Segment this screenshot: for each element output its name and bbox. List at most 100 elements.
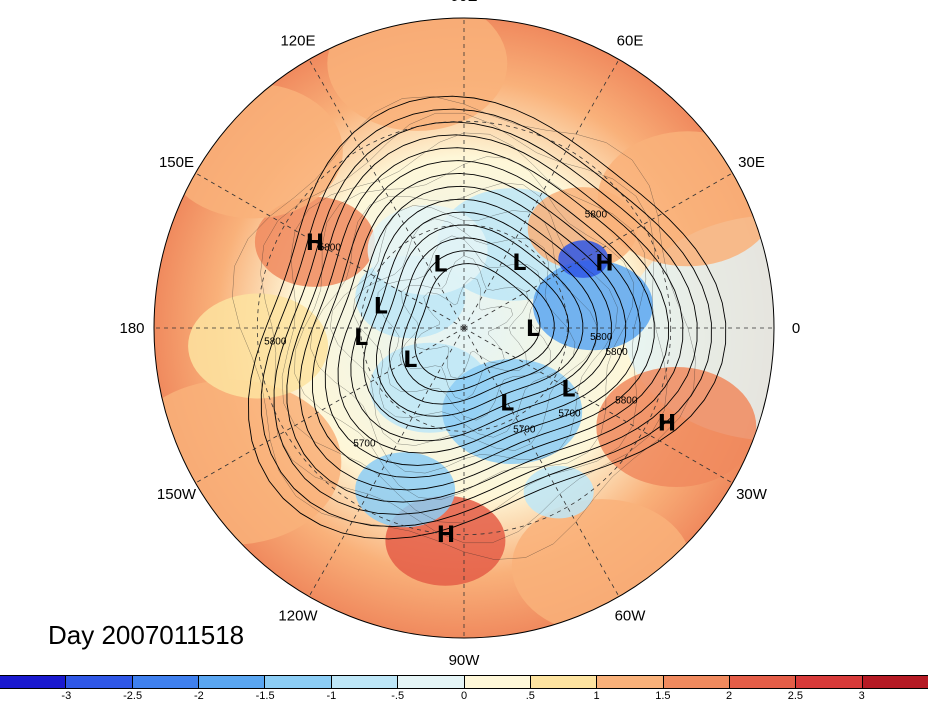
colorbar-tick-label: 2.5	[787, 690, 804, 702]
longitude-label: 60E	[617, 33, 644, 50]
contour-line	[337, 185, 627, 454]
longitude-label: 120E	[280, 33, 315, 50]
anomaly-blob	[162, 83, 343, 219]
longitude-label: 0	[792, 320, 800, 337]
colorbar-swatch	[398, 676, 465, 688]
colorbar-swatch	[862, 676, 928, 688]
meridian-line	[463, 327, 620, 597]
meridian-line	[463, 59, 620, 329]
contour-line	[350, 198, 612, 442]
colorbar-tick-label: 2	[726, 690, 733, 702]
contour-line	[273, 121, 698, 515]
contour-value-label: 5700	[558, 409, 581, 420]
date-title: Day 2007011518	[48, 620, 245, 650]
anomaly-blob	[254, 196, 375, 287]
latitude-circle	[360, 224, 568, 432]
contour-value-label: 5800	[590, 332, 613, 343]
colorbar-swatch	[199, 676, 266, 688]
contour-value-label: 5800	[319, 243, 342, 254]
coastline	[377, 235, 551, 421]
colorbar-tick-label: .5	[525, 690, 535, 702]
colorbar-swatch	[265, 676, 332, 688]
coastline	[260, 112, 668, 544]
colorbar-swatch	[0, 676, 67, 688]
low-pressure-label: L	[526, 317, 540, 342]
longitude-label: 90E	[451, 0, 478, 5]
low-pressure-label: L	[561, 377, 575, 402]
low-pressure-label: L	[374, 295, 388, 320]
contour-line	[388, 237, 569, 405]
contour-line	[248, 95, 727, 540]
longitude-label: 150W	[157, 486, 197, 503]
contour-line	[260, 108, 712, 528]
contour-line	[363, 211, 598, 430]
colorbar-swatch	[729, 676, 797, 688]
longitude-label: 120W	[278, 608, 318, 625]
contour-value-label: 5800	[605, 347, 628, 358]
colorbar-tick-label: -1	[326, 690, 337, 702]
longitude-label: 30E	[738, 154, 765, 171]
contour-value-label: 5800	[615, 396, 638, 407]
colorbar-tick-label: 1.5	[655, 690, 671, 702]
contour-line	[401, 250, 555, 393]
high-pressure-label: H	[306, 231, 324, 256]
colorbar-tick-label: -1.5	[255, 690, 275, 702]
colorbar	[0, 675, 928, 689]
coastline	[329, 205, 599, 451]
high-pressure-label: H	[437, 523, 455, 548]
anomaly-field	[154, 18, 774, 638]
height-contours	[248, 95, 727, 540]
meridian-line	[308, 59, 465, 329]
high-pressure-label: H	[595, 252, 613, 277]
map-boundary	[153, 17, 775, 639]
coastline	[294, 156, 634, 500]
low-pressure-label: L	[354, 326, 368, 351]
coastline	[232, 96, 696, 560]
contour-line	[299, 147, 669, 491]
polar-map: 5800 5800 5800 5800 5700 5700 5800 5800 5700 H H H…	[119, 0, 800, 669]
contour-line	[376, 224, 584, 417]
anomaly-blob	[596, 367, 757, 487]
latitude-circle	[256, 120, 672, 536]
low-pressure-label: L	[433, 252, 447, 277]
anomaly-blob	[188, 293, 329, 399]
colorbar-swatch	[530, 676, 598, 688]
meridian-line	[195, 327, 465, 484]
colorbar-tick-label: 3	[858, 690, 865, 702]
contour-line	[324, 172, 641, 466]
anomaly-shading	[154, 18, 774, 635]
colorbar-tick-label: 1	[593, 690, 600, 702]
colorbar-tick-label: -.5	[391, 690, 405, 702]
meridian-line	[308, 327, 465, 597]
coastline	[310, 182, 618, 474]
contour-value-label: 5800	[264, 337, 287, 348]
longitude-label: 150E	[159, 154, 194, 171]
colorbar-tick-label: -2	[194, 690, 204, 702]
contour-value-label: 5800	[585, 209, 608, 220]
anomaly-blob	[367, 205, 488, 295]
colorbar-swatch	[331, 676, 399, 688]
coastline	[399, 255, 529, 401]
longitude-label: 30W	[736, 486, 768, 503]
colorbar-swatch	[132, 676, 200, 688]
longitude-labels: 90E 60E 30E 0 30W 60W 90W 120W 150W 180 150E 120E	[119, 0, 800, 669]
colorbar-labels: -3 -2.5 -2 -1.5 -1 -.5 0 .5 1 1.5 2 2.5 3	[0, 690, 928, 702]
colorbar-swatch	[796, 676, 863, 688]
colorbar-swatch	[597, 676, 664, 688]
colorbar-swatch	[66, 676, 133, 688]
low-pressure-label: L	[500, 392, 514, 417]
contour-labels: 5800 5800 5800 5800 5700 5700 5800 5800 5700	[264, 209, 638, 449]
contour-value-label: 5700	[353, 439, 376, 450]
meridian-line	[463, 172, 733, 329]
colorbar-tick-label: -2.5	[123, 690, 143, 702]
contour-value-label: 5700	[513, 424, 536, 435]
graticule	[154, 18, 774, 638]
meridian-line	[463, 327, 733, 484]
low-pressure-label: L	[512, 251, 526, 276]
longitude-label: 60W	[615, 608, 647, 625]
longitude-label: 180	[119, 320, 144, 337]
high-pressure-label: H	[658, 412, 676, 437]
meridian-line	[195, 172, 465, 329]
contour-line	[286, 134, 684, 503]
